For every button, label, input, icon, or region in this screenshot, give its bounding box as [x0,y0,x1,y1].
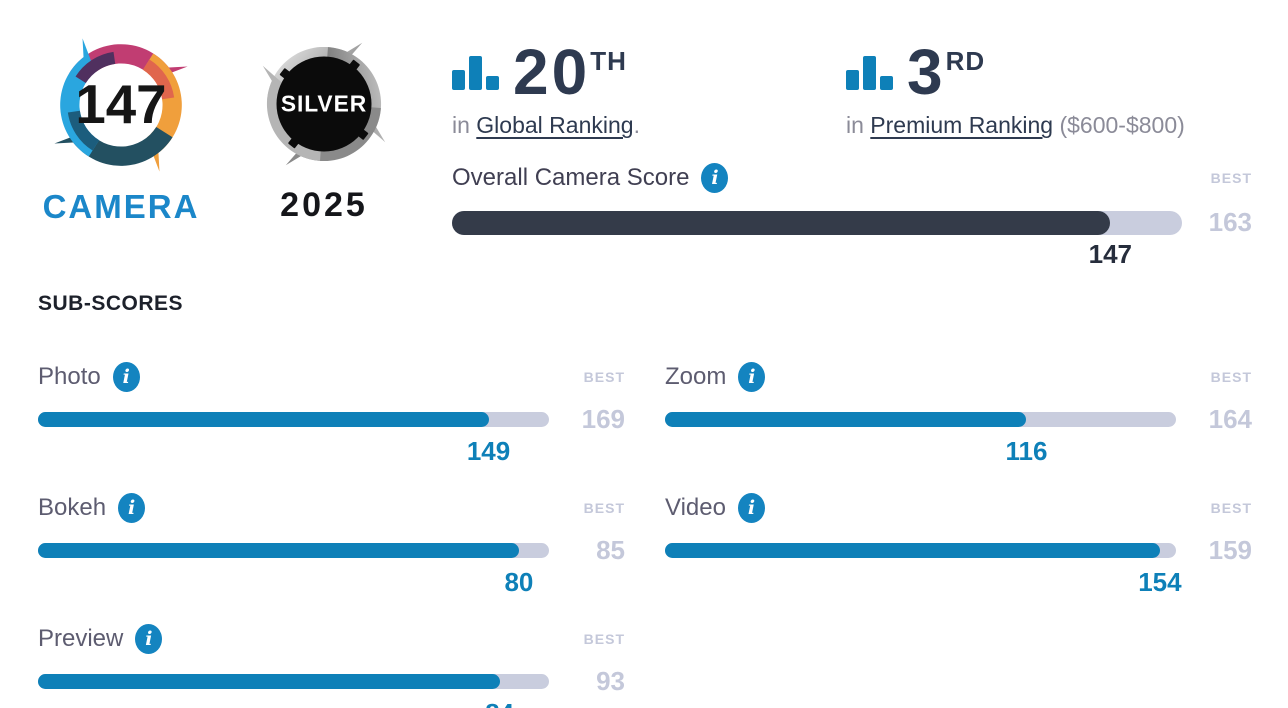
best-label: BEST [583,369,625,385]
global-ranking-block: 20 TH in Global Ranking. [452,40,846,139]
premium-rank-note: ($600-$800) [1053,112,1185,138]
preview-score-value: 84 [485,698,514,708]
preview-best-value: 93 [596,666,625,696]
overall-score-title: Overall Camera Score [452,164,690,191]
subscore-bar-row: 80 85 [38,535,625,597]
badge-score-number: 147 [75,74,166,135]
subscore-bar-row: 154 159 [665,535,1252,597]
top-section: 147 CAMERA [38,24,1252,269]
best-label: BEST [583,500,625,516]
subscore-label: Video [665,494,726,521]
info-icon[interactable]: i [701,163,729,193]
subscore-header: Zoom i BEST [665,362,1252,392]
overall-score-bar-row: 147 163 [452,207,1252,269]
overall-best-value: 163 [1208,207,1252,237]
overall-score-bar-fill [452,210,1111,235]
info-icon[interactable]: i [112,362,140,392]
subscores-grid: Photo i BEST 149 169 Zoom i BEST [38,362,1252,708]
photo-score-bar-fill [38,412,489,427]
preview-score-bar: 84 [38,674,549,708]
best-label: BEST [1210,369,1252,385]
zoom-score-bar-fill [665,412,1027,427]
bokeh-score-value: 80 [504,567,534,597]
subscore-bar-row: 84 93 [38,666,625,708]
photo-score-value: 149 [466,436,511,466]
global-rank-note: . [633,112,640,138]
global-rank-prefix: in [452,112,470,138]
premium-rank-caption: in Premium Ranking ($600-$800) [846,112,1240,139]
premium-rank-suffix: RD [945,46,986,76]
info-icon[interactable]: i [737,493,765,523]
silver-award-badge: SILVER 2025 [248,24,400,238]
award-medal-label: SILVER [281,91,367,117]
video-best-value: 159 [1208,535,1252,565]
bar-chart-icon [846,56,893,90]
video-score-bar-fill [665,543,1160,558]
info-icon[interactable]: i [118,493,146,523]
subscore-header: Photo i BEST [38,362,625,392]
zoom-score-bar: 116 [665,412,1176,466]
subscore-video: Video i BEST 154 159 [665,493,1252,624]
subscore-zoom: Zoom i BEST 116 164 [665,362,1252,493]
zoom-best-value: 164 [1208,404,1252,434]
bokeh-best-value: 85 [596,535,625,565]
overall-score-bar: 147 [452,210,1182,269]
subscore-header: Bokeh i BEST [38,493,625,523]
subscore-label: Zoom [665,363,727,390]
info-icon[interactable]: i [738,362,766,392]
bokeh-score-bar-fill [38,543,519,558]
camera-score-badge: 147 CAMERA [38,24,204,238]
video-score-bar: 154 [665,543,1182,597]
badge-camera-label: CAMERA [42,188,200,225]
subscore-label: Photo [38,363,101,390]
global-rank-suffix: TH [590,46,627,76]
rankings-row: 20 TH in Global Ranking. [452,40,1252,139]
subscore-photo: Photo i BEST 149 169 [38,362,625,493]
subscores-title: SUB-SCORES [38,292,184,315]
global-rank-caption: in Global Ranking. [452,112,846,139]
overall-score-header: Overall Camera Score i BEST [452,163,1252,193]
zoom-score-value: 116 [1005,436,1048,466]
global-rank-position: 20 [513,36,591,108]
award-year: 2025 [280,186,368,224]
premium-ranking-block: 3 RD in Premium Ranking ($600-$800) [846,40,1240,139]
photo-best-value: 169 [581,404,625,434]
subscore-header: Preview i BEST [38,624,625,654]
silver-medal-icon: SILVER [262,42,386,166]
subscore-label: Preview [38,625,124,652]
subscore-preview: Preview i BEST 84 93 [38,624,625,708]
global-rank-line: 20 TH [452,40,846,104]
overall-score-section: Overall Camera Score i BEST 147 163 [452,163,1252,269]
overall-score-value: 147 [1088,238,1133,269]
camera-swirl-icon: 147 [54,38,188,172]
preview-score-bar-fill [38,674,500,689]
subscore-label: Bokeh [38,494,107,521]
subscore-header: Video i BEST [665,493,1252,523]
subscore-bar-row: 149 169 [38,404,625,466]
best-label: BEST [583,631,625,647]
premium-rank-position: 3 [907,36,946,108]
premium-rank-prefix: in [846,112,864,138]
photo-score-bar: 149 [38,412,549,466]
premium-rank-line: 3 RD [846,40,1240,104]
subscore-bokeh: Bokeh i BEST 80 85 [38,493,625,624]
video-score-value: 154 [1138,567,1182,597]
bar-chart-icon [452,56,499,90]
best-label: BEST [1210,170,1252,186]
best-label: BEST [1210,500,1252,516]
bokeh-score-bar: 80 [38,543,549,597]
rankings-and-overall: 20 TH in Global Ranking. [452,24,1252,269]
info-icon[interactable]: i [135,624,163,654]
subscore-bar-row: 116 164 [665,404,1252,466]
global-ranking-link[interactable]: Global Ranking [476,112,634,138]
premium-ranking-link[interactable]: Premium Ranking [870,112,1054,138]
